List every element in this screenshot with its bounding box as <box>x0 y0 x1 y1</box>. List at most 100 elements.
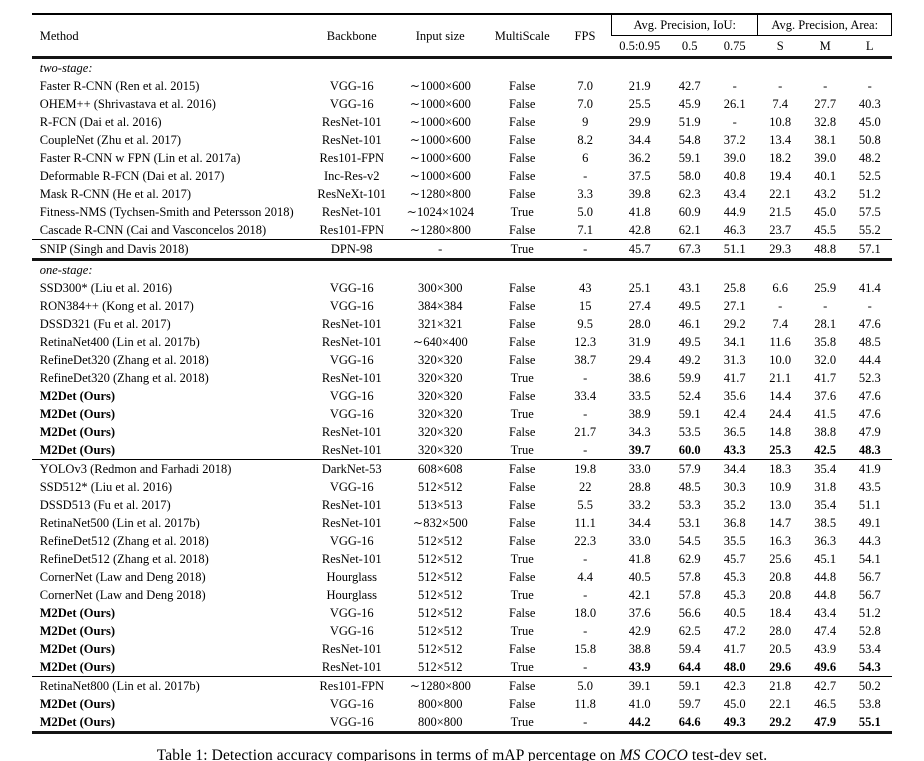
cell-ap-iou-05: 60.9 <box>678 205 701 219</box>
cell-ap-iou-075: 35.2 <box>723 498 746 512</box>
cell-method: M2Det (Ours) <box>39 606 116 620</box>
cell-fps: 43 <box>578 281 592 295</box>
cell-ap-iou-05: 42.7 <box>678 79 701 93</box>
cell-ap-area-m: 38.1 <box>814 133 837 147</box>
table-row: SSD300* (Liu et al. 2016) VGG-16 300×300 Fa… <box>32 279 892 297</box>
cell-backbone: Hourglass <box>326 588 377 602</box>
cell-method: RetinaNet800 (Lin et al. 2017b) <box>31 676 309 695</box>
cell-multiscale: True <box>510 588 534 602</box>
table-row: M2Det (Ours) ResNet-101 512×512 False 15.8 38… <box>32 640 892 658</box>
cell-ap-iou-075: 27.1 <box>723 299 746 313</box>
table-row: Faster R-CNN w FPN (Lin et al. 2017a) Res… <box>32 149 892 167</box>
col-header-iou-05: 0.5 <box>667 35 712 59</box>
cell-ap-area-m: 25.9 <box>814 281 837 295</box>
cell-ap-area-s: 14.8 <box>769 425 792 439</box>
cell-multiscale: False <box>509 534 536 548</box>
cell-ap-iou-0595: 29.4 <box>628 353 651 367</box>
cell-ap-iou-05: 62.9 <box>678 552 701 566</box>
cell-ap-iou-0595: 34.4 <box>628 133 651 147</box>
table-row: M2Det (Ours) VGG-16 800×800 False 11.8 41.0 59… <box>32 695 892 713</box>
cell-backbone: VGG-16 <box>329 389 374 403</box>
cell-fps: - <box>583 624 588 638</box>
cell-ap-iou-0595: 42.1 <box>628 588 651 602</box>
cell-ap-iou-075: 45.3 <box>723 570 746 584</box>
cell-ap-iou-0595: 39.8 <box>628 187 651 201</box>
cell-input-size: ∼1000×600 <box>409 79 471 93</box>
cell-ap-area-m: 35.4 <box>814 498 837 512</box>
cell-ap-area-l: - <box>867 299 872 313</box>
cell-ap-area-s: 25.6 <box>769 552 792 566</box>
cell-ap-iou-05: 62.1 <box>678 223 701 237</box>
cell-multiscale: False <box>509 570 536 584</box>
table-row: CoupleNet (Zhu et al. 2017) ResNet-101 ∼10… <box>32 131 892 149</box>
cell-input-size: 300×300 <box>417 281 463 295</box>
cell-backbone: Hourglass <box>326 570 377 584</box>
cell-method: Deformable R-FCN (Dai et al. 2017) <box>39 169 225 183</box>
cell-method: M2Det (Ours) <box>39 697 116 711</box>
col-header-method: Method <box>31 14 309 59</box>
cell-fps: - <box>583 588 588 602</box>
table-body: two-stage: Faster R-CNN (Ren et al. 2015)… <box>31 58 892 733</box>
cell-fps: - <box>583 169 588 183</box>
cell-ap-iou-05: 67.3 <box>667 239 712 260</box>
cell-ap-iou-0595: 33.0 <box>628 534 651 548</box>
cell-ap-iou-0595: 40.5 <box>628 570 651 584</box>
cell-ap-iou-05: 59.1 <box>667 676 712 695</box>
table-row: RefineDet320 (Zhang et al. 2018) ResNet-1… <box>32 369 892 387</box>
cell-ap-iou-05: 59.4 <box>678 642 701 656</box>
cell-multiscale: False <box>509 133 536 147</box>
cell-fps: - <box>583 715 588 729</box>
cell-ap-iou-05: 64.6 <box>678 715 701 729</box>
cell-ap-area-s: 18.2 <box>769 151 792 165</box>
cell-backbone: ResNet-101 <box>321 660 382 674</box>
cell-input-size: 800×800 <box>417 715 463 729</box>
cell-ap-iou-075: 41.7 <box>723 371 746 385</box>
cell-ap-iou-075: 51.1 <box>711 239 758 260</box>
cell-ap-area-m: 36.3 <box>814 534 837 548</box>
cell-ap-iou-0595: 37.5 <box>628 169 651 183</box>
table-row: CornerNet (Law and Deng 2018) Hourglass 51… <box>32 586 892 604</box>
table-row: M2Det (Ours) ResNet-101 512×512 True - 43.9 64… <box>32 658 892 677</box>
cell-ap-iou-0595: 27.4 <box>628 299 651 313</box>
cell-ap-iou-0595: 29.9 <box>628 115 651 129</box>
caption-dataset-name: MS COCO <box>619 747 688 761</box>
table-row: M2Det (Ours) VGG-16 320×320 True - 38.9 59.1 42… <box>32 405 892 423</box>
table-caption: Table 1: Detection accuracy comparisons … <box>0 747 924 761</box>
cell-ap-iou-05: 58.0 <box>678 169 701 183</box>
cell-ap-iou-0595: 39.7 <box>628 443 651 457</box>
cell-ap-area-l: - <box>867 79 872 93</box>
cell-ap-iou-0595: 43.9 <box>628 660 651 674</box>
cell-fps: 8.2 <box>577 133 594 147</box>
table-row: DSSD321 (Fu et al. 2017) ResNet-101 321×32… <box>32 315 892 333</box>
cell-multiscale: True <box>510 371 534 385</box>
cell-backbone: ResNet-101 <box>321 317 382 331</box>
cell-multiscale: True <box>510 715 534 729</box>
cell-backbone: VGG-16 <box>329 97 374 111</box>
cell-ap-area-m: 48.8 <box>802 239 848 260</box>
cell-fps: - <box>583 552 588 566</box>
cell-backbone: ResNet-101 <box>321 425 382 439</box>
cell-ap-iou-0595: 44.2 <box>628 715 651 729</box>
cell-backbone: ResNet-101 <box>321 516 382 530</box>
cell-ap-iou-075: 30.3 <box>723 480 746 494</box>
cell-ap-area-s: 19.4 <box>769 169 792 183</box>
cell-ap-iou-0595: 42.8 <box>628 223 651 237</box>
cell-ap-iou-05: 59.7 <box>678 697 701 711</box>
cell-ap-area-l: 47.6 <box>858 389 881 403</box>
cell-ap-area-l: 57.5 <box>858 205 881 219</box>
cell-ap-area-s: 10.0 <box>769 353 792 367</box>
cell-ap-area-l: 45.0 <box>858 115 881 129</box>
table-row: RefineDet512 (Zhang et al. 2018) VGG-16 51… <box>32 532 892 550</box>
cell-method: RON384++ (Kong et al. 2017) <box>39 299 194 313</box>
cell-method: RefineDet512 (Zhang et al. 2018) <box>39 552 209 566</box>
cell-input-size: 512×512 <box>417 624 463 638</box>
cell-ap-iou-075: 29.2 <box>723 317 746 331</box>
cell-input-size: ∼1000×600 <box>409 133 471 147</box>
cell-ap-area-m: 47.4 <box>814 624 837 638</box>
cell-input-size: ∼1000×600 <box>409 169 471 183</box>
cell-method: RefineDet320 (Zhang et al. 2018) <box>39 353 209 367</box>
cell-backbone: VGG-16 <box>329 697 374 711</box>
cell-backbone: ResNet-101 <box>321 115 382 129</box>
cell-backbone: VGG-16 <box>329 281 374 295</box>
